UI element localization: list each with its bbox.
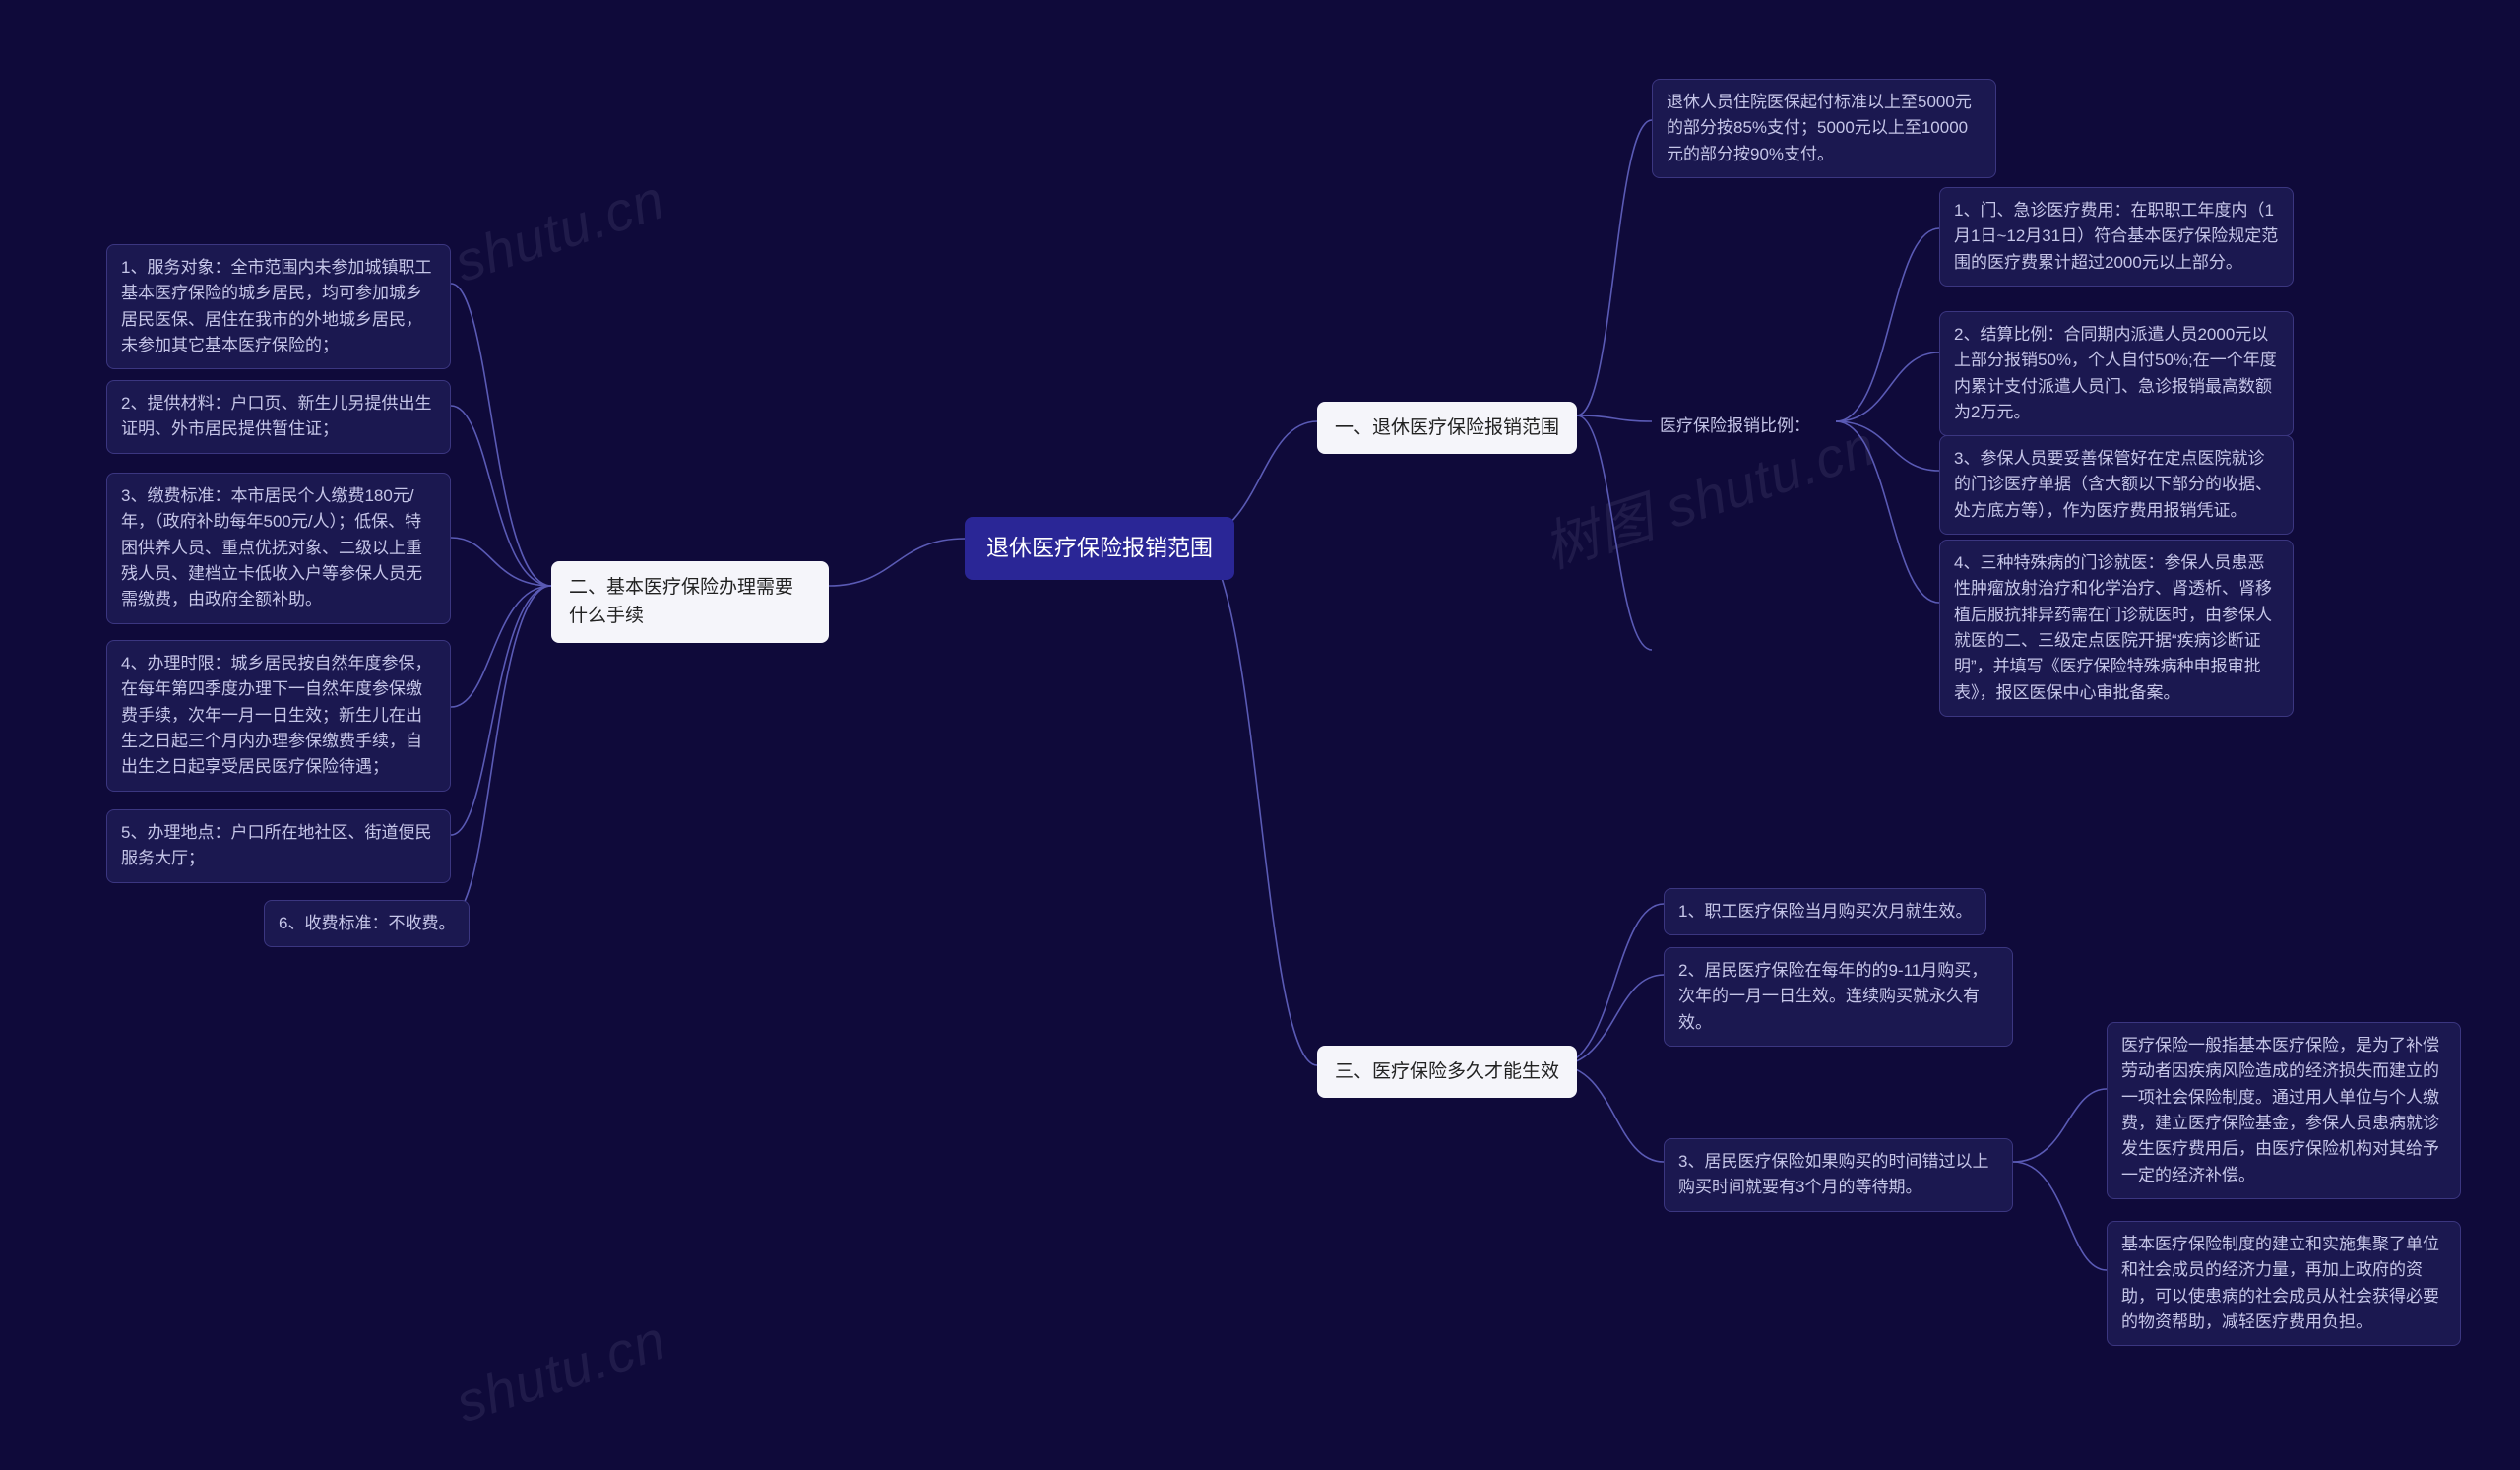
- s1-sub-item-3: 3、参保人员要妥善保管好在定点医院就诊的门诊医疗单据（含大额以下部分的收据、处方…: [1939, 435, 2294, 535]
- s2-item-1: 1、服务对象：全市范围内未参加城镇职工基本医疗保险的城乡居民，均可参加城乡居民医…: [106, 244, 451, 369]
- s3-item-3-child-2: 基本医疗保险制度的建立和实施集聚了单位和社会成员的经济力量，再加上政府的资助，可…: [2107, 1221, 2461, 1346]
- s1-sub-item-4: 4、三种特殊病的门诊就医：参保人员患恶性肿瘤放射治疗和化学治疗、肾透析、肾移植后…: [1939, 540, 2294, 717]
- s3-item-3-child-1: 医疗保险一般指基本医疗保险，是为了补偿劳动者因疾病风险造成的经济损失而建立的一项…: [2107, 1022, 2461, 1199]
- s1-leaf-1: 退休人员住院医保起付标准以上至5000元的部分按85%支付；5000元以上至10…: [1652, 79, 1996, 178]
- s3-item-3: 3、居民医疗保险如果购买的时间错过以上购买时间就要有3个月的等待期。: [1664, 1138, 2013, 1212]
- s3-item-1: 1、职工医疗保险当月购买次月就生效。: [1664, 888, 1986, 935]
- s2-item-2: 2、提供材料：户口页、新生儿另提供出生证明、外市居民提供暂住证；: [106, 380, 451, 454]
- section-1: 一、退休医疗保险报销范围: [1317, 402, 1577, 454]
- s1-sub-item-2: 2、结算比例：合同期内派遣人员2000元以上部分报销50%，个人自付50%;在一…: [1939, 311, 2294, 436]
- s2-item-3: 3、缴费标准：本市居民个人缴费180元/年，（政府补助每年500元/人）；低保、…: [106, 473, 451, 624]
- s2-item-4: 4、办理时限：城乡居民按自然年度参保，在每年第四季度办理下一自然年度参保缴费手续…: [106, 640, 451, 792]
- s3-item-2: 2、居民医疗保险在每年的的9-11月购买，次年的一月一日生效。连续购买就永久有效…: [1664, 947, 2013, 1047]
- s2-item-5: 5、办理地点：户口所在地社区、街道便民服务大厅；: [106, 809, 451, 883]
- section-3: 三、医疗保险多久才能生效: [1317, 1046, 1577, 1098]
- s1-sub-label: 医疗保险报销比例：: [1652, 408, 1818, 445]
- s1-sub-item-1: 1、门、急诊医疗费用：在职职工年度内（1月1日~12月31日）符合基本医疗保险规…: [1939, 187, 2294, 287]
- s2-item-6: 6、收费标准：不收费。: [264, 900, 470, 947]
- root-node: 退休医疗保险报销范围: [965, 517, 1234, 580]
- section-2: 二、基本医疗保险办理需要什么手续: [551, 561, 829, 643]
- watermark: shutu.cn: [448, 1308, 673, 1436]
